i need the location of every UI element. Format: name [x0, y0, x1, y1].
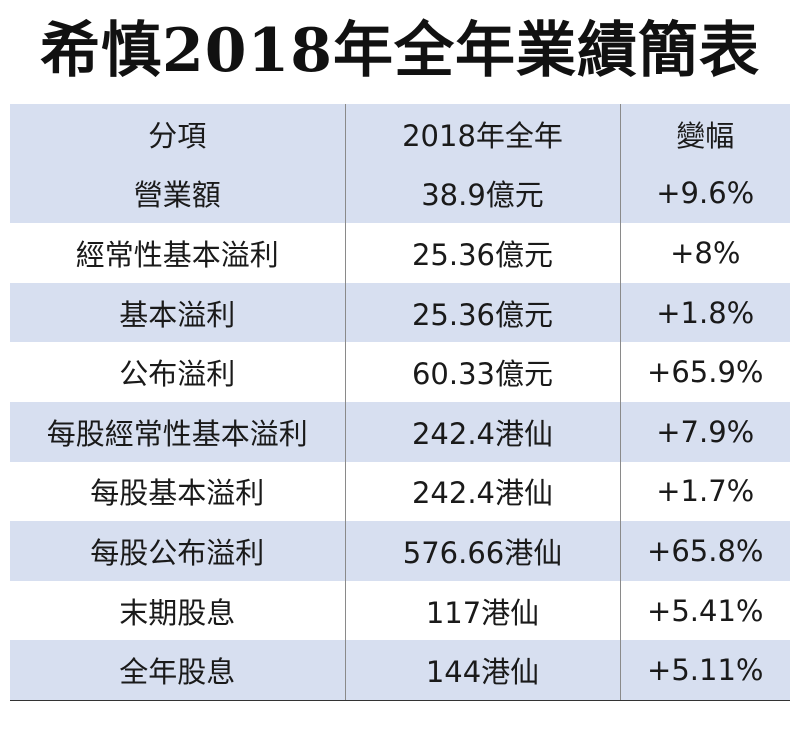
header-value: 2018年全年 [344, 104, 620, 164]
header-item: 分項 [10, 104, 345, 164]
row-change: +9.6% [619, 163, 790, 224]
row-value: 25.36億元 [344, 223, 620, 283]
row-change: +5.11% [619, 640, 790, 701]
table-row: 每股經常性基本溢利 242.4港仙 +7.9% [10, 401, 790, 462]
table-row: 經常性基本溢利 25.36億元 +8% [10, 223, 790, 283]
row-item: 末期股息 [10, 580, 345, 641]
row-item: 每股經常性基本溢利 [10, 401, 345, 462]
row-item: 每股基本溢利 [10, 461, 345, 522]
table-row: 營業額 38.9億元 +9.6% [10, 163, 790, 224]
table-row: 全年股息 144港仙 +5.11% [10, 640, 790, 701]
row-value: 242.4港仙 [344, 401, 620, 462]
row-value: 576.66港仙 [344, 521, 620, 581]
table-row: 末期股息 117港仙 +5.41% [10, 580, 790, 641]
table-row: 公布溢利 60.33億元 +65.9% [10, 342, 790, 402]
table-header-row: 分項 2018年全年 變幅 [10, 104, 790, 164]
row-change: +5.41% [619, 580, 790, 641]
row-change: +65.8% [619, 521, 790, 581]
row-value: 60.33億元 [344, 342, 620, 402]
row-item: 公布溢利 [10, 342, 345, 402]
row-change: +8% [619, 223, 790, 283]
row-item: 全年股息 [10, 640, 345, 701]
results-table: 分項 2018年全年 變幅 營業額 38.9億元 +9.6% 經常性基本溢利 2… [10, 104, 790, 701]
row-item: 營業額 [10, 163, 345, 224]
page-title: 希慎2018年全年業績簡表 [40, 16, 760, 86]
row-change: +7.9% [619, 401, 790, 462]
header-change: 變幅 [619, 104, 790, 164]
row-change: +65.9% [619, 342, 790, 402]
table-row: 基本溢利 25.36億元 +1.8% [10, 282, 790, 343]
row-item: 基本溢利 [10, 282, 345, 343]
row-value: 38.9億元 [344, 163, 620, 224]
row-value: 117港仙 [344, 580, 620, 641]
table-row: 每股基本溢利 242.4港仙 +1.7% [10, 461, 790, 522]
row-change: +1.7% [619, 461, 790, 522]
row-item: 每股公布溢利 [10, 521, 345, 581]
row-change: +1.8% [619, 282, 790, 343]
row-item: 經常性基本溢利 [10, 223, 345, 283]
row-value: 25.36億元 [344, 282, 620, 343]
table-row: 每股公布溢利 576.66港仙 +65.8% [10, 521, 790, 581]
row-value: 242.4港仙 [344, 461, 620, 522]
row-value: 144港仙 [344, 640, 620, 701]
